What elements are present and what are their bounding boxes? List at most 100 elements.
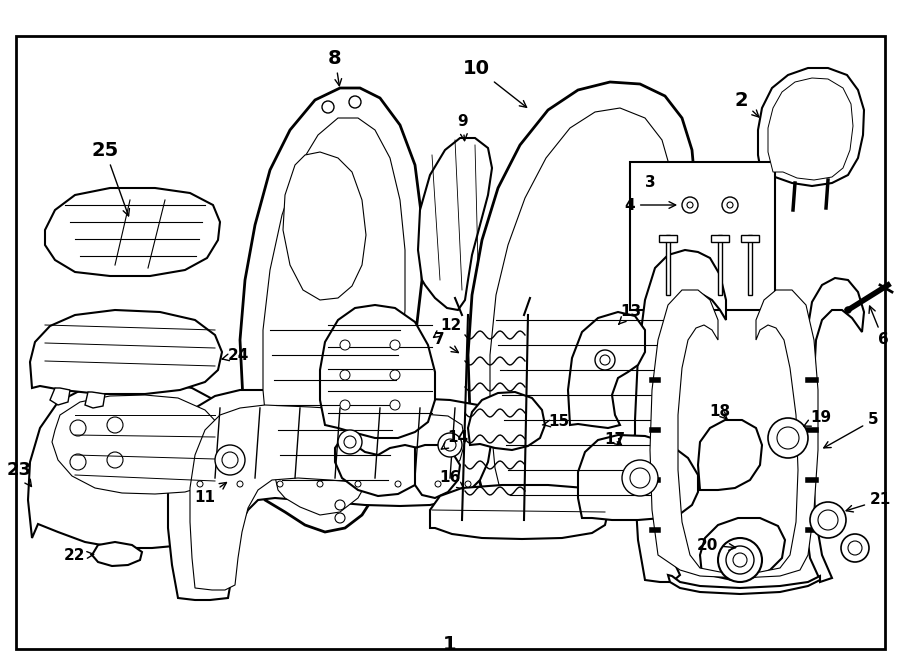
Circle shape	[810, 502, 846, 538]
Circle shape	[277, 481, 283, 487]
Circle shape	[726, 546, 754, 574]
Circle shape	[687, 202, 693, 208]
Circle shape	[390, 370, 400, 380]
FancyBboxPatch shape	[16, 36, 885, 649]
Circle shape	[215, 445, 245, 475]
Polygon shape	[659, 235, 677, 242]
Text: 9: 9	[457, 115, 468, 141]
Polygon shape	[320, 305, 435, 438]
Text: 22: 22	[64, 549, 94, 563]
Text: 21: 21	[846, 493, 891, 512]
Polygon shape	[666, 235, 670, 295]
Circle shape	[768, 418, 808, 458]
Circle shape	[465, 481, 471, 487]
Circle shape	[600, 355, 610, 365]
Circle shape	[845, 307, 851, 313]
Polygon shape	[168, 390, 492, 600]
Text: 14: 14	[441, 430, 468, 449]
Polygon shape	[578, 435, 698, 520]
Text: 18: 18	[709, 404, 731, 420]
Polygon shape	[335, 438, 425, 496]
Polygon shape	[741, 235, 759, 242]
Text: 25: 25	[92, 140, 130, 216]
Circle shape	[722, 197, 738, 213]
Circle shape	[222, 452, 238, 468]
Circle shape	[317, 481, 323, 487]
Polygon shape	[468, 392, 545, 450]
Polygon shape	[668, 575, 820, 594]
Text: 15: 15	[543, 414, 569, 430]
Text: 1: 1	[443, 636, 457, 655]
Polygon shape	[718, 235, 722, 295]
FancyBboxPatch shape	[630, 162, 775, 310]
Text: 4: 4	[625, 197, 676, 213]
Polygon shape	[468, 82, 696, 532]
Circle shape	[848, 541, 862, 555]
Polygon shape	[568, 312, 645, 428]
Polygon shape	[415, 445, 460, 498]
Circle shape	[818, 510, 838, 530]
Circle shape	[340, 370, 350, 380]
Polygon shape	[802, 278, 864, 582]
Polygon shape	[748, 235, 752, 295]
Polygon shape	[30, 310, 222, 394]
Circle shape	[237, 481, 243, 487]
Circle shape	[335, 500, 345, 510]
Text: 20: 20	[697, 538, 735, 553]
Text: 23: 23	[7, 461, 32, 487]
Circle shape	[344, 436, 356, 448]
Polygon shape	[45, 188, 220, 276]
Polygon shape	[650, 290, 818, 578]
Circle shape	[718, 538, 762, 582]
Circle shape	[338, 430, 362, 454]
Circle shape	[70, 420, 86, 436]
Circle shape	[390, 340, 400, 350]
Circle shape	[435, 481, 441, 487]
Circle shape	[340, 340, 350, 350]
Text: 7: 7	[435, 332, 458, 353]
Text: 13: 13	[618, 305, 641, 324]
Text: 17: 17	[605, 432, 626, 448]
Circle shape	[390, 400, 400, 410]
Polygon shape	[240, 88, 422, 532]
Polygon shape	[700, 518, 785, 580]
Circle shape	[727, 202, 733, 208]
Circle shape	[841, 534, 869, 562]
Circle shape	[777, 427, 799, 449]
Polygon shape	[50, 388, 70, 405]
Polygon shape	[758, 68, 864, 186]
Text: 2: 2	[734, 91, 759, 117]
Polygon shape	[698, 420, 762, 490]
Circle shape	[335, 513, 345, 523]
Text: 19: 19	[804, 410, 831, 426]
Polygon shape	[92, 542, 142, 566]
Polygon shape	[430, 485, 608, 539]
Text: 11: 11	[194, 483, 227, 506]
Polygon shape	[768, 78, 853, 180]
Text: 5: 5	[824, 412, 878, 448]
Text: 12: 12	[434, 318, 461, 338]
Polygon shape	[28, 382, 250, 548]
Circle shape	[630, 468, 650, 488]
Circle shape	[107, 452, 123, 468]
Text: 24: 24	[222, 348, 249, 363]
Polygon shape	[635, 250, 726, 582]
Polygon shape	[52, 395, 228, 494]
Polygon shape	[418, 138, 492, 310]
Polygon shape	[263, 118, 405, 515]
Circle shape	[438, 433, 462, 457]
Circle shape	[70, 454, 86, 470]
Polygon shape	[85, 392, 105, 408]
Polygon shape	[283, 152, 366, 300]
Text: 16: 16	[439, 471, 464, 489]
Polygon shape	[190, 405, 465, 590]
Circle shape	[444, 439, 456, 451]
Polygon shape	[490, 108, 676, 516]
Circle shape	[733, 553, 747, 567]
Circle shape	[622, 460, 658, 496]
Circle shape	[322, 101, 334, 113]
Circle shape	[340, 400, 350, 410]
Text: 10: 10	[463, 58, 526, 107]
Text: 3: 3	[645, 175, 655, 190]
Circle shape	[197, 481, 203, 487]
